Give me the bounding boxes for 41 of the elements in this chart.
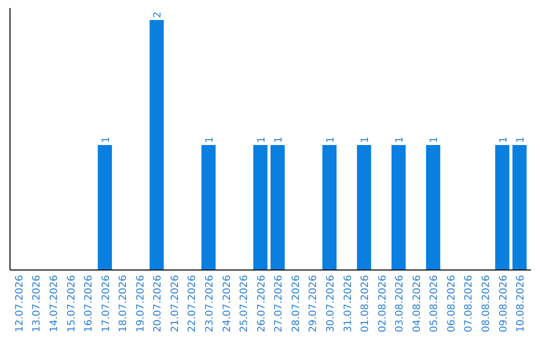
x-tick-label: 25.07.2026 [239,275,250,332]
x-tick-label: 07.08.2026 [464,275,475,332]
x-tick-label: 29.07.2026 [308,275,320,332]
x-tick-label: 31.07.2026 [342,275,354,332]
data-label: 1 [516,136,527,143]
x-tick-label: 03.08.2026 [394,275,406,332]
x-tick-label: 10.08.2026 [516,275,527,332]
x-tick-label: 26.07.2026 [256,275,268,332]
data-label: 2 [152,12,164,18]
x-tick-label: 28.07.2026 [290,275,302,332]
x-tick-label: 06.08.2026 [446,275,458,332]
x-tick-label: 02.08.2026 [377,275,388,332]
x-tick-label: 04.08.2026 [412,275,423,332]
x-tick-label: 19.07.2026 [135,275,146,332]
x-tick-label: 13.07.2026 [32,275,43,332]
data-label: 1 [394,136,406,143]
x-tick-label: 27.07.2026 [274,275,285,332]
x-tick-label: 17.07.2026 [100,275,112,332]
x-tick-label: 30.07.2026 [325,275,336,332]
data-label: 1 [256,136,268,143]
x-tick-label: 14.07.2026 [49,275,60,332]
x-tick-label: 05.08.2026 [429,275,440,332]
x-tick-label: 15.07.2026 [66,275,78,332]
x-tick-label: 09.08.2026 [498,275,510,332]
data-label: 1 [360,136,372,143]
data-label: 1 [204,136,216,143]
data-label: 1 [498,136,510,143]
x-tick-label: 20.07.2026 [152,275,164,332]
data-label: 1 [325,136,336,143]
x-tick-label: 18.07.2026 [118,275,130,332]
data-label: 1 [274,136,285,143]
x-tick-label: 22.07.2026 [187,275,198,332]
x-tick-label: 08.08.2026 [480,275,492,332]
data-label: 1 [100,136,112,143]
x-tick-label: 24.07.2026 [222,275,233,332]
x-tick-label: 23.07.2026 [204,275,216,332]
data-label: 1 [429,136,440,143]
x-tick-label: 16.07.2026 [84,275,95,332]
x-tick-label: 21.07.2026 [170,275,181,332]
x-tick-label: 12.07.2026 [14,275,26,332]
x-tick-label: 01.08.2026 [360,275,372,332]
